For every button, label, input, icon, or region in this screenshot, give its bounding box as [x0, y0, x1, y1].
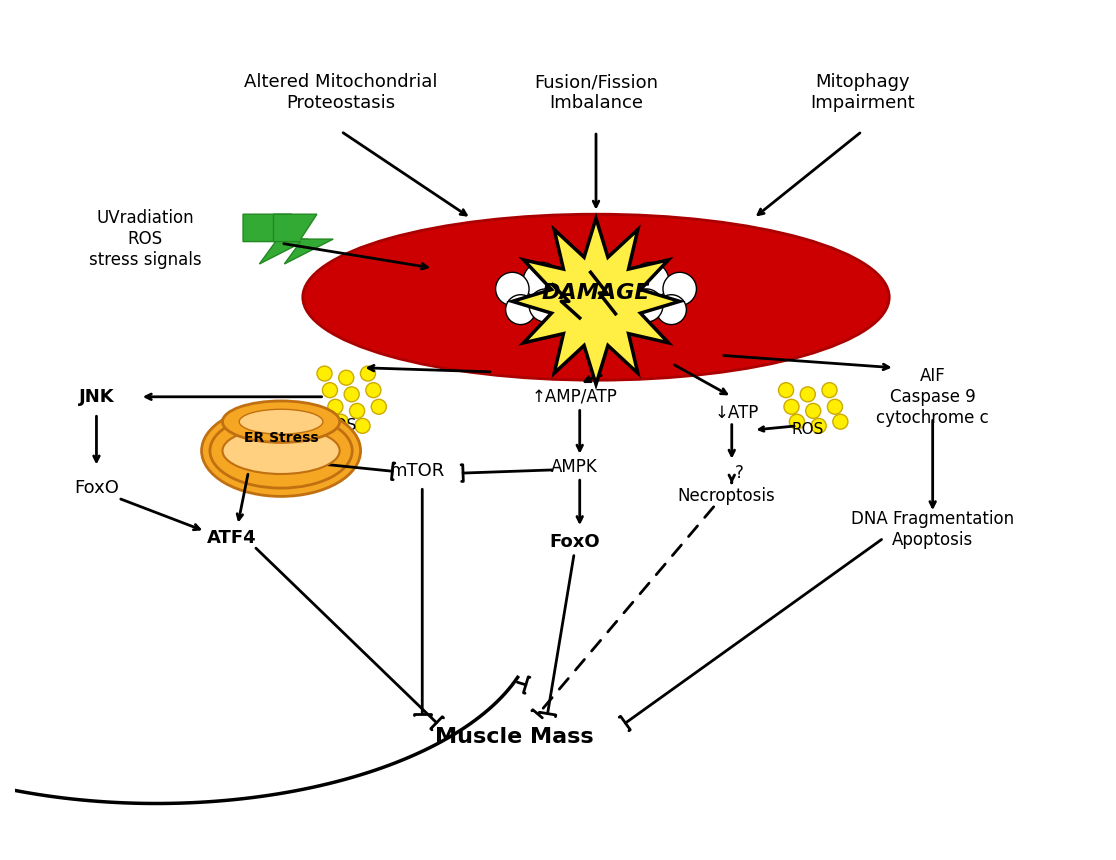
Ellipse shape	[366, 383, 381, 397]
Text: Mitophagy
Impairment: Mitophagy Impairment	[810, 73, 914, 112]
Ellipse shape	[334, 415, 348, 429]
Text: ATF4: ATF4	[208, 529, 257, 547]
Ellipse shape	[239, 409, 323, 434]
Text: AIF
Caspase 9
cytochrome c: AIF Caspase 9 cytochrome c	[876, 367, 989, 427]
Ellipse shape	[210, 414, 353, 488]
Ellipse shape	[800, 387, 816, 402]
Ellipse shape	[632, 262, 668, 299]
Text: AMPK: AMPK	[551, 458, 598, 476]
Text: Fusion/Fission
Imbalance: Fusion/Fission Imbalance	[535, 73, 658, 112]
Ellipse shape	[827, 399, 843, 415]
Ellipse shape	[811, 418, 826, 433]
Text: ↑AMP/ATP: ↑AMP/ATP	[531, 388, 617, 406]
Ellipse shape	[779, 383, 793, 397]
Text: ?: ?	[735, 464, 744, 482]
Ellipse shape	[496, 273, 529, 305]
Ellipse shape	[349, 403, 365, 418]
Ellipse shape	[222, 401, 339, 442]
Text: mTOR: mTOR	[389, 463, 444, 481]
Ellipse shape	[302, 214, 889, 380]
Text: Necroptosis: Necroptosis	[677, 488, 776, 506]
Ellipse shape	[822, 383, 837, 397]
Ellipse shape	[642, 276, 684, 318]
Text: Altered Mitochondrial
Proteostasis: Altered Mitochondrial Proteostasis	[244, 73, 437, 112]
Ellipse shape	[833, 415, 848, 429]
Text: FoxO: FoxO	[74, 479, 119, 497]
Text: JNK: JNK	[78, 388, 114, 406]
Ellipse shape	[529, 289, 562, 322]
Polygon shape	[243, 214, 308, 264]
Ellipse shape	[328, 399, 343, 415]
Polygon shape	[273, 214, 334, 264]
Ellipse shape	[783, 399, 799, 415]
Ellipse shape	[323, 383, 337, 397]
Ellipse shape	[656, 295, 686, 324]
Ellipse shape	[344, 387, 359, 402]
Ellipse shape	[806, 403, 820, 418]
Ellipse shape	[202, 405, 360, 496]
Polygon shape	[512, 218, 680, 384]
Text: Muscle Mass: Muscle Mass	[435, 727, 594, 747]
Text: ROS: ROS	[791, 421, 824, 437]
Ellipse shape	[508, 276, 550, 318]
Ellipse shape	[523, 262, 560, 299]
Ellipse shape	[355, 418, 371, 433]
Ellipse shape	[317, 366, 333, 381]
Ellipse shape	[338, 371, 354, 385]
Ellipse shape	[372, 399, 386, 415]
Ellipse shape	[789, 415, 805, 429]
Text: UVradiation
ROS
stress signals: UVradiation ROS stress signals	[89, 209, 202, 269]
Text: FoxO: FoxO	[549, 533, 599, 551]
Text: ↓ATP: ↓ATP	[715, 404, 759, 422]
Ellipse shape	[629, 289, 663, 322]
Text: DNA Fragmentation
Apoptosis: DNA Fragmentation Apoptosis	[852, 510, 1014, 549]
Ellipse shape	[222, 427, 339, 474]
Text: DAMAGE: DAMAGE	[541, 283, 651, 303]
Ellipse shape	[360, 366, 375, 381]
Ellipse shape	[506, 295, 536, 324]
Ellipse shape	[663, 273, 696, 305]
Text: ROS: ROS	[325, 418, 357, 433]
Text: ER Stress: ER Stress	[243, 432, 318, 445]
